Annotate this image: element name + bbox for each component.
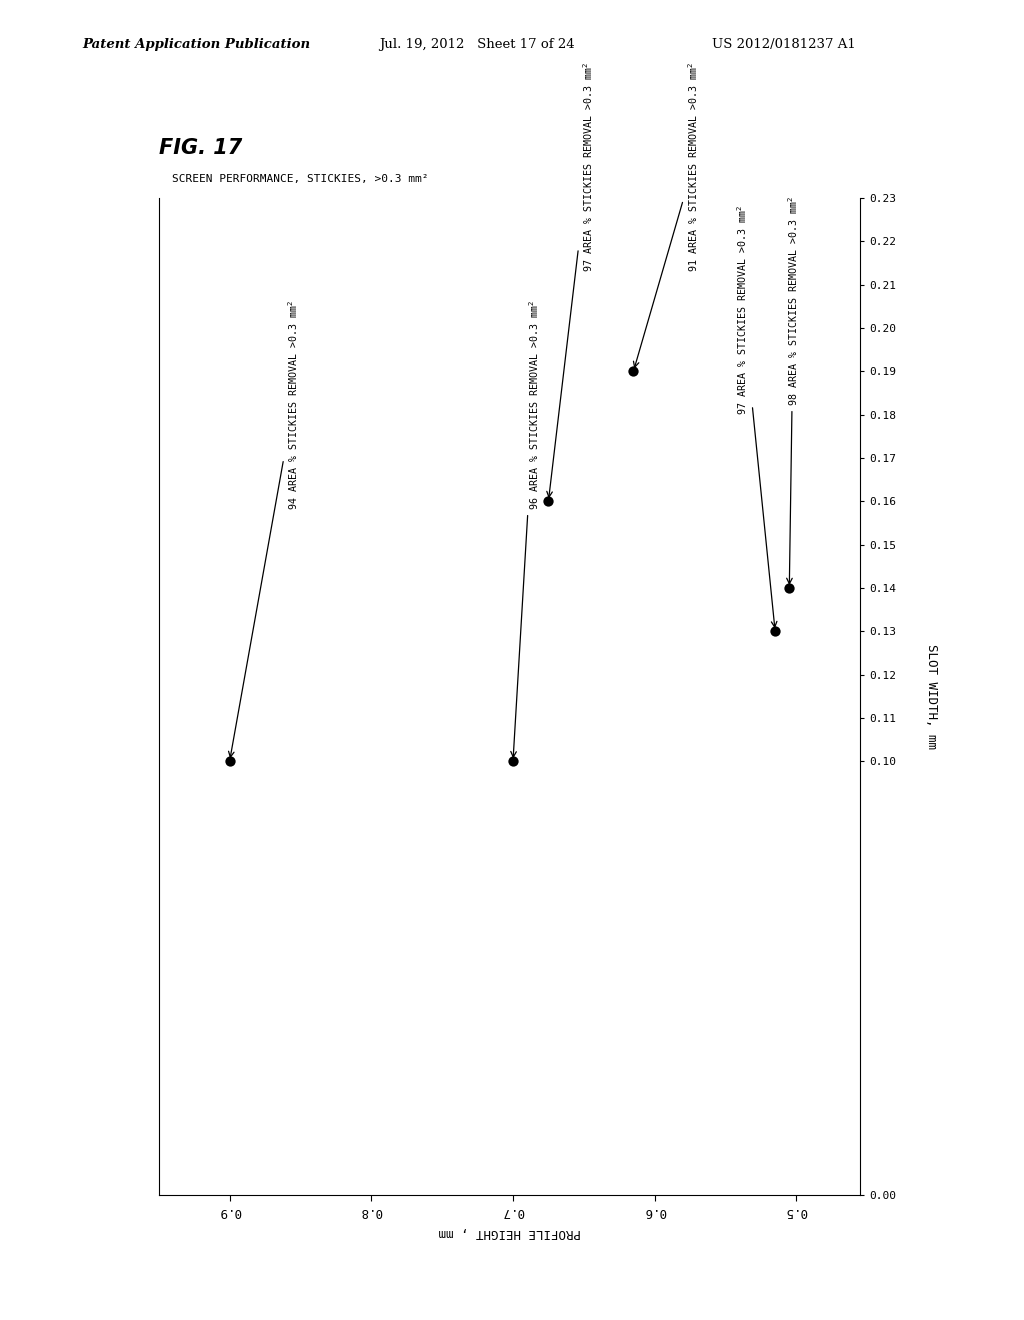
Text: 94 AREA % STICKIES REMOVAL >0.3 mm$^2$: 94 AREA % STICKIES REMOVAL >0.3 mm$^2$	[228, 300, 300, 758]
Point	[781, 577, 798, 598]
Text: 91 AREA % STICKIES REMOVAL >0.3 mm$^2$: 91 AREA % STICKIES REMOVAL >0.3 mm$^2$	[634, 61, 699, 367]
Text: FIG. 17: FIG. 17	[159, 139, 242, 158]
Text: 97 AREA % STICKIES REMOVAL >0.3 mm$^2$: 97 AREA % STICKIES REMOVAL >0.3 mm$^2$	[735, 205, 777, 627]
Text: 98 AREA % STICKIES REMOVAL >0.3 mm$^2$: 98 AREA % STICKIES REMOVAL >0.3 mm$^2$	[786, 195, 801, 583]
Text: Jul. 19, 2012   Sheet 17 of 24: Jul. 19, 2012 Sheet 17 of 24	[379, 37, 574, 50]
Text: US 2012/0181237 A1: US 2012/0181237 A1	[712, 37, 855, 50]
Text: SCREEN PERFORMANCE, STICKIES, >0.3 mm²: SCREEN PERFORMANCE, STICKIES, >0.3 mm²	[172, 174, 428, 185]
Y-axis label: SLOT WIDTH, mm: SLOT WIDTH, mm	[925, 644, 938, 748]
Point	[767, 620, 783, 642]
X-axis label: PROFILE HEIGHT , mm: PROFILE HEIGHT , mm	[438, 1226, 581, 1239]
Point	[221, 751, 238, 772]
Text: Patent Application Publication: Patent Application Publication	[82, 37, 310, 50]
Point	[541, 491, 557, 512]
Text: 97 AREA % STICKIES REMOVAL >0.3 mm$^2$: 97 AREA % STICKIES REMOVAL >0.3 mm$^2$	[547, 61, 595, 498]
Text: 96 AREA % STICKIES REMOVAL >0.3 mm$^2$: 96 AREA % STICKIES REMOVAL >0.3 mm$^2$	[511, 300, 541, 758]
Point	[626, 360, 642, 381]
Point	[505, 751, 521, 772]
